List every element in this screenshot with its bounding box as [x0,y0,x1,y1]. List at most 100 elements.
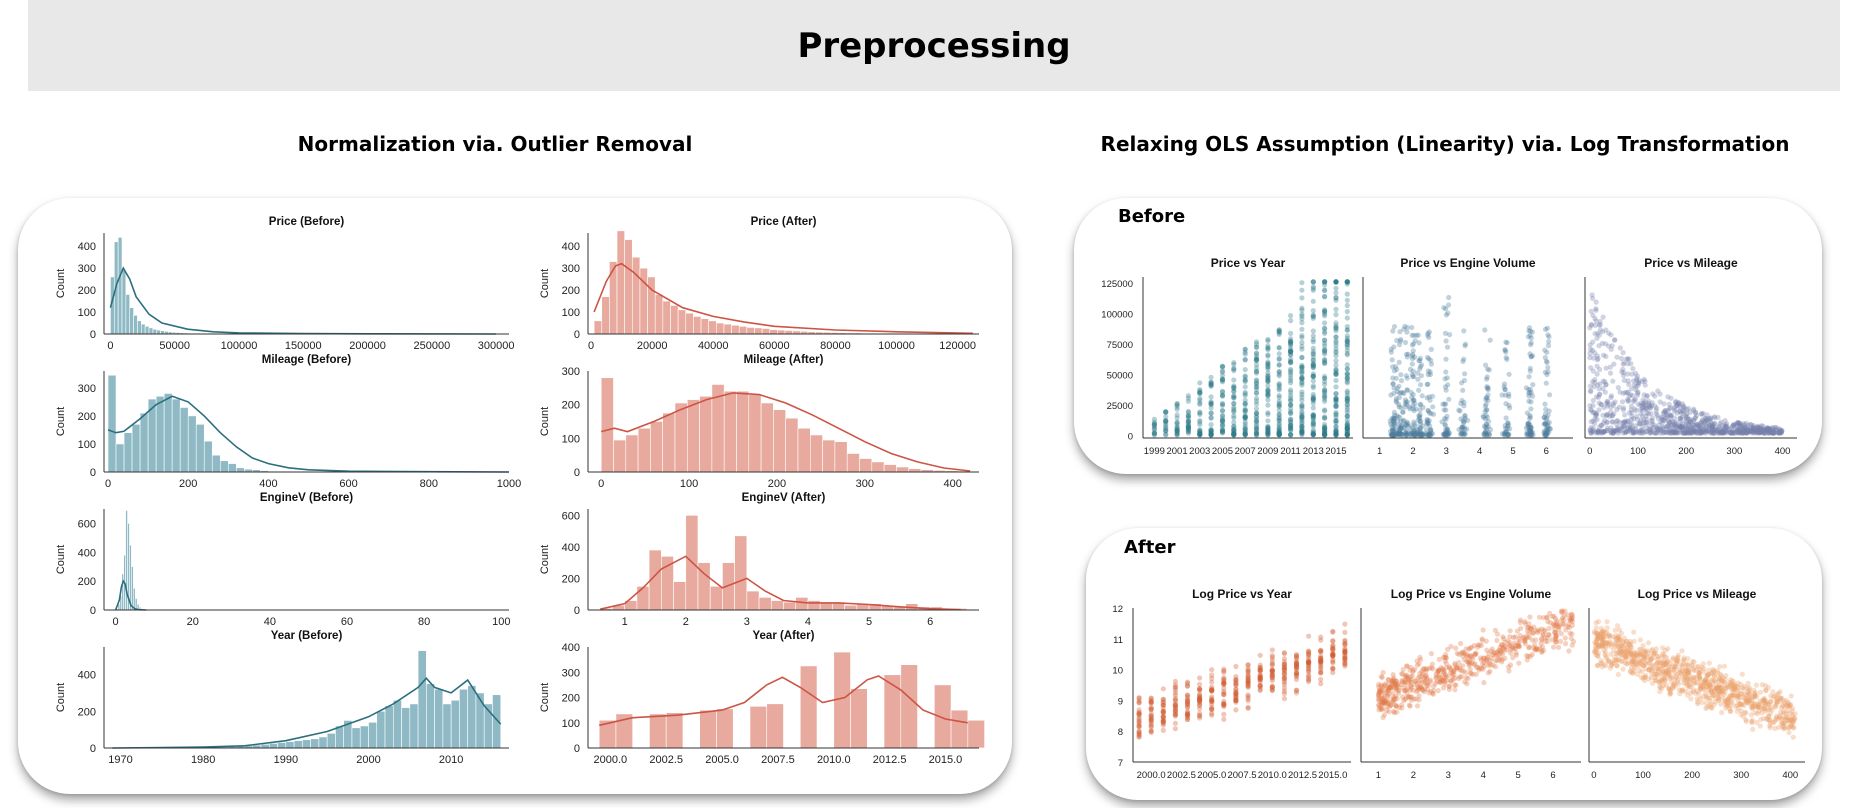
scatter-point [1197,409,1203,415]
scatter-point [1253,425,1260,431]
scatter-point [1718,701,1724,707]
scatter-point [1253,384,1260,390]
scatter-point [1310,284,1316,290]
x-tick-label: 600 [339,478,357,490]
scatter-point [1344,309,1350,315]
scatter-point [1288,359,1294,365]
scatter-point [1231,419,1237,425]
scatter-point [1288,339,1294,345]
scatter-point [1310,373,1316,379]
scatter-point [1407,687,1413,693]
scatter-point [1276,432,1282,438]
scatter-point [1276,426,1282,432]
histogram-bar [738,326,748,335]
scatter-point [1253,368,1260,374]
histogram-bar [662,412,676,473]
histogram-bar [351,727,361,749]
scatter-point [1299,326,1305,332]
scatter-point [1310,416,1316,422]
scatter-point [1503,415,1509,421]
scatter-point [1208,432,1214,438]
scatter-point [1288,408,1294,415]
scatter-point [1322,293,1328,300]
histogram-bar [131,424,141,473]
scatter-point [1559,617,1565,623]
scatter-point [1516,644,1523,650]
histogram-bar [777,329,786,335]
scatter-point [1197,675,1203,681]
scatter-point [1160,699,1166,705]
scatter-point [1219,423,1226,429]
histogram-bar [673,581,687,611]
scatter-point [1620,350,1626,356]
scatter-point [1566,648,1572,654]
scatter-point [1208,405,1214,411]
x-tick-label: 2002.5 [1167,770,1196,781]
scatter-point [1288,375,1294,381]
y-tick-label: 50000 [1107,371,1133,382]
scatter-point [1219,364,1226,370]
scatter-point [1620,658,1626,664]
scatter-point [1677,416,1683,422]
scatter-point [1424,432,1431,438]
scatter-point [1163,409,1169,415]
scatter-point [1219,422,1226,428]
scatter-point [1622,412,1628,418]
scatter-point [1330,629,1336,635]
scatter-point [1696,671,1703,677]
kde-line [599,675,968,727]
scatter-point [1288,418,1294,424]
scatter-point [1172,720,1178,726]
scatter-point [1242,406,1248,412]
scatter-point [1299,430,1305,436]
scatter-point [1276,402,1282,408]
scatter-point [1641,417,1647,423]
histogram-bar [129,307,134,335]
scatter-point [1618,643,1624,649]
scatter-point [1299,320,1305,326]
scatter-point [1265,383,1271,389]
scatter-point [1513,652,1519,658]
scatter-point [1276,394,1282,400]
scatter-point [1310,339,1316,345]
scatter-point [1711,692,1717,698]
scatter-point [1253,418,1260,424]
scatter-point [1778,715,1784,721]
scatter-point [1185,424,1191,430]
scatter-point [1310,400,1316,406]
scatter-point [1499,392,1505,398]
scatter-point [1699,699,1705,706]
scatter-point [1310,419,1316,425]
scatter-point [1344,279,1350,285]
scatter-point [1492,650,1498,656]
scatter-point [1245,698,1251,704]
scatter-point [1265,410,1271,416]
histogram-bar [203,440,213,473]
scatter-point [1276,383,1282,389]
scatter-point [1299,376,1305,382]
scatter-point [1231,383,1237,389]
scatter-point [1625,361,1631,367]
scatter-point [1219,372,1226,378]
histogram-bar [600,377,614,473]
scatter-point [1197,687,1203,693]
scatter-point [1482,409,1488,415]
scatter-point [1288,431,1294,438]
scatter-point [1209,701,1215,707]
scatter-point [1310,362,1316,368]
scatter-point [1253,365,1260,371]
scatter-point [1631,638,1637,644]
scatter-point [1208,400,1214,406]
scatter-point [1288,352,1294,358]
scatter-point [1410,348,1416,354]
x-tick-label: 1999 [1144,446,1165,457]
scatter-point [1625,356,1631,362]
scatter-point [1674,401,1680,407]
histogram-bar [426,683,435,749]
scatter-point [1310,308,1316,314]
scatter-point [1551,644,1557,650]
scatter-point [1590,295,1596,301]
scatter-point [1415,332,1421,338]
scatter-point [1594,363,1600,369]
scatter-point [1333,409,1339,416]
